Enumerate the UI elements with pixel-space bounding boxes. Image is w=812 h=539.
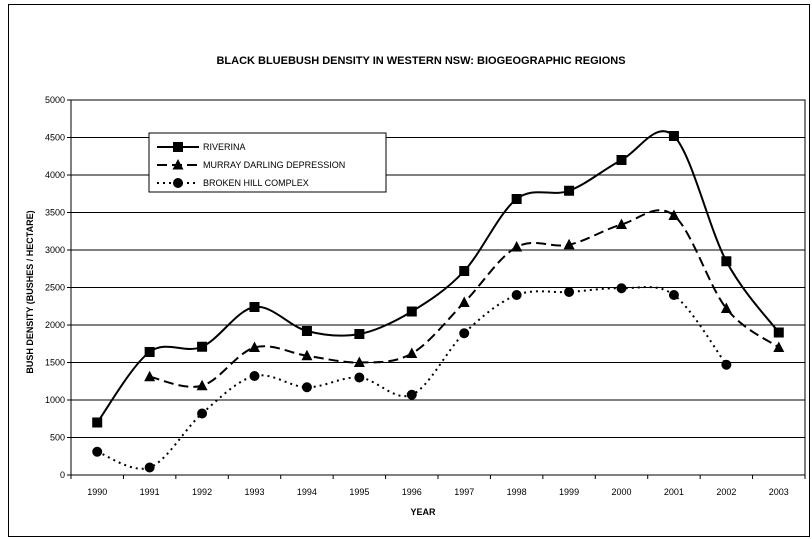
y-tick-label: 4500 <box>45 133 65 143</box>
data-point-broken-hill-complex <box>354 373 364 383</box>
x-tick-label: 1993 <box>244 487 264 497</box>
data-point-broken-hill-complex <box>459 328 469 338</box>
x-tick-label: 2000 <box>611 487 631 497</box>
y-axis-ticks: 0 500 1000 1500 2000 2500 3000 3500 4000 4500 5000 <box>45 95 71 480</box>
data-point-murray-darling-depression <box>144 371 155 382</box>
y-tick-label: 1000 <box>45 395 65 405</box>
y-tick-label: 4000 <box>45 170 65 180</box>
data-point-murray-darling-depression <box>197 380 208 391</box>
data-point-riverina <box>774 328 784 338</box>
data-point-riverina <box>617 155 627 165</box>
data-point-broken-hill-complex <box>721 360 731 370</box>
data-point-riverina <box>197 342 207 352</box>
data-point-riverina <box>407 307 417 317</box>
data-point-riverina <box>721 256 731 266</box>
x-tick-label: 1991 <box>140 487 160 497</box>
x-tick-label: 2002 <box>716 487 736 497</box>
data-point-broken-hill-complex <box>145 463 155 473</box>
x-axis-ticks: 1990 1991 1992 1993 1994 1995 1996 1997 1998 1999… <box>71 475 805 497</box>
y-tick-label: 2000 <box>45 320 65 330</box>
x-axis-label: YEAR <box>410 507 436 517</box>
data-point-broken-hill-complex <box>564 287 574 297</box>
x-tick-label: 1992 <box>192 487 212 497</box>
y-tick-label: 500 <box>50 433 65 443</box>
chart-title: BLACK BLUEBUSH DENSITY IN WESTERN NSW: B… <box>216 55 625 67</box>
data-point-broken-hill-complex <box>407 390 417 400</box>
x-tick-label: 1990 <box>87 487 107 497</box>
y-tick-label: 0 <box>60 470 65 480</box>
data-point-riverina <box>564 186 574 196</box>
data-point-broken-hill-complex <box>197 409 207 419</box>
x-tick-label: 1995 <box>349 487 369 497</box>
data-point-riverina <box>354 329 364 339</box>
data-point-riverina <box>302 326 312 336</box>
y-axis-label: BUSH DENSITY (BUSHES / HECTARE) <box>25 210 35 373</box>
line-chart: BLACK BLUEBUSH DENSITY IN WESTERN NSW: B… <box>9 5 809 536</box>
data-point-broken-hill-complex <box>512 290 522 300</box>
y-tick-label: 2500 <box>45 283 65 293</box>
legend-marker-broken-hill-complex <box>173 178 183 188</box>
chart-frame: BLACK BLUEBUSH DENSITY IN WESTERN NSW: B… <box>8 4 810 537</box>
data-point-murray-darling-depression <box>406 348 417 359</box>
y-tick-label: 5000 <box>45 95 65 105</box>
data-point-riverina <box>669 131 679 141</box>
data-point-murray-darling-depression <box>773 342 784 353</box>
data-point-murray-darling-depression <box>668 210 679 221</box>
data-point-riverina <box>145 347 155 357</box>
x-tick-label: 1999 <box>559 487 579 497</box>
legend-label-broken-hill-complex: BROKEN HILL COMPLEX <box>203 178 309 188</box>
series-murray-darling-depression <box>144 210 784 391</box>
x-tick-label: 1994 <box>297 487 317 497</box>
data-point-broken-hill-complex <box>669 290 679 300</box>
x-tick-label: 1998 <box>507 487 527 497</box>
data-point-riverina <box>512 194 522 204</box>
y-tick-label: 3000 <box>45 245 65 255</box>
data-point-riverina <box>250 302 260 312</box>
x-tick-label: 2003 <box>769 487 789 497</box>
data-point-murray-darling-depression <box>459 297 470 308</box>
data-point-broken-hill-complex <box>617 283 627 293</box>
data-point-broken-hill-complex <box>92 447 102 457</box>
legend-label-murray-darling-depression: MURRAY DARLING DEPRESSION <box>203 160 345 170</box>
data-point-murray-darling-depression <box>511 241 522 252</box>
data-point-broken-hill-complex <box>302 382 312 392</box>
legend-label-riverina: RIVERINA <box>203 142 246 152</box>
data-point-riverina <box>459 266 469 276</box>
legend: RIVERINA MURRAY DARLING DEPRESSION BROKEN … <box>149 133 386 192</box>
data-point-riverina <box>92 418 102 428</box>
y-tick-label: 3500 <box>45 208 65 218</box>
y-tick-label: 1500 <box>45 358 65 368</box>
data-point-broken-hill-complex <box>250 371 260 381</box>
legend-marker-riverina <box>173 142 183 152</box>
x-tick-label: 1996 <box>402 487 422 497</box>
x-tick-label: 1997 <box>454 487 474 497</box>
x-tick-label: 2001 <box>664 487 684 497</box>
